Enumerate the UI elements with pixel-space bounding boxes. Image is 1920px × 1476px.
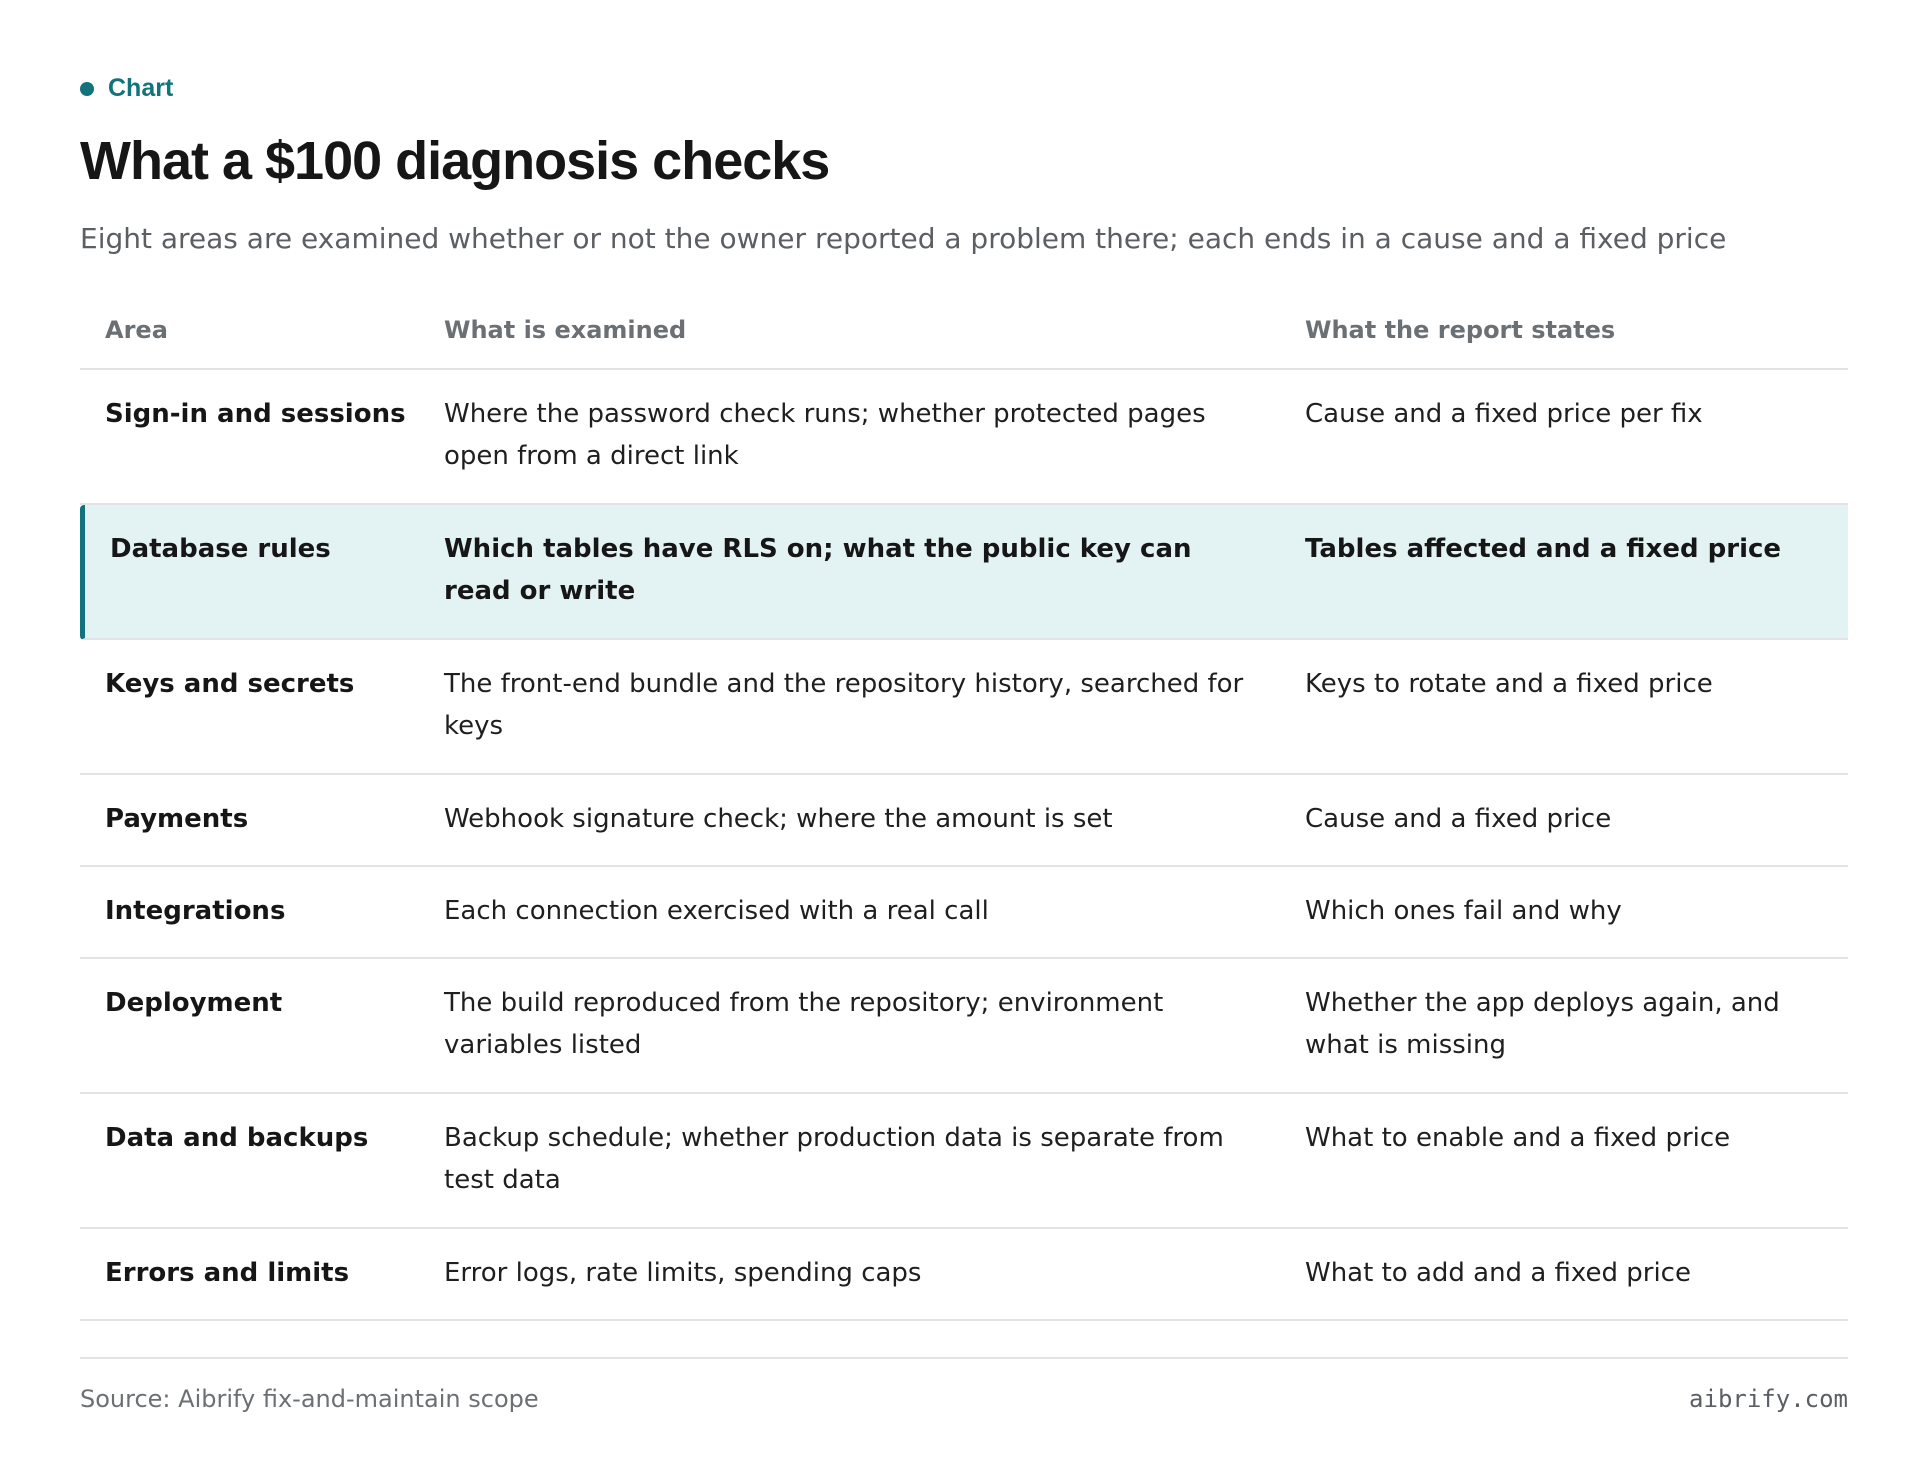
row-area-cell: Data and backups — [105, 1123, 369, 1153]
row-report-cell: What to add and a fixed price — [1305, 1258, 1691, 1288]
table-row-highlighted: Database rules Which tables have RLS on;… — [80, 505, 1848, 640]
table-row: Sign-in and sessions Where the password … — [80, 370, 1848, 505]
row-area-cell: Payments — [105, 804, 249, 834]
table-row: Deployment The build reproduced from the… — [80, 959, 1848, 1094]
row-area-cell: Sign-in and sessions — [105, 399, 406, 429]
row-report-cell: Tables affected and a fixed price — [1305, 534, 1782, 564]
row-report-cell: Keys to rotate and a fixed price — [1305, 669, 1713, 699]
footer-divider — [80, 1357, 1848, 1359]
chart-eyebrow: Chart — [80, 74, 173, 103]
page-title: What a $100 diagnosis checks — [80, 131, 830, 191]
row-report-cell: Cause and a fixed price — [1305, 804, 1612, 834]
row-examined-cell: The front-end bundle and the repository … — [444, 669, 1244, 741]
row-examined-cell: Error logs, rate limits, spending caps — [444, 1258, 922, 1288]
row-examined-cell: Backup schedule; whether production data… — [444, 1123, 1224, 1195]
row-report-cell: What to enable and a fixed price — [1305, 1123, 1731, 1153]
brand-wordmark: aibrify.com — [1689, 1385, 1848, 1413]
column-header-area: Area — [105, 316, 168, 344]
diagnosis-table: Area What is examined What the report st… — [80, 300, 1848, 1321]
source-note: Source: Aibrify fix-and-maintain scope — [80, 1385, 539, 1413]
table-row: Keys and secrets The front-end bundle an… — [80, 640, 1848, 775]
row-examined-cell: Webhook signature check; where the amoun… — [444, 804, 1113, 834]
row-examined-cell: Which tables have RLS on; what the publi… — [444, 534, 1192, 606]
row-report-cell: Which ones fail and why — [1305, 896, 1622, 926]
page-subtitle: Eight areas are examined whether or not … — [80, 222, 1727, 255]
row-area-cell: Deployment — [105, 988, 283, 1018]
table-row: Payments Webhook signature check; where … — [80, 775, 1848, 867]
row-examined-cell: Where the password check runs; whether p… — [444, 399, 1206, 471]
row-area-cell: Errors and limits — [105, 1258, 350, 1288]
row-report-cell: Cause and a fixed price per fix — [1305, 399, 1703, 429]
table-header: Area What is examined What the report st… — [80, 300, 1848, 370]
eyebrow-label: Chart — [108, 74, 174, 102]
table-row: Integrations Each connection exercised w… — [80, 867, 1848, 959]
row-report-cell: Whether the app deploys again, and what … — [1305, 988, 1780, 1060]
row-area-cell: Keys and secrets — [105, 669, 355, 699]
row-area-cell: Database rules — [110, 534, 331, 564]
column-header-report: What the report states — [1305, 316, 1616, 344]
row-examined-cell: Each connection exercised with a real ca… — [444, 896, 989, 926]
row-area-cell: Integrations — [105, 896, 286, 926]
table-row: Data and backups Backup schedule; whethe… — [80, 1094, 1848, 1229]
eyebrow-dot-icon — [80, 81, 94, 96]
column-header-examined: What is examined — [444, 316, 687, 344]
row-examined-cell: The build reproduced from the repository… — [444, 988, 1164, 1060]
table-row: Errors and limits Error logs, rate limit… — [80, 1229, 1848, 1321]
